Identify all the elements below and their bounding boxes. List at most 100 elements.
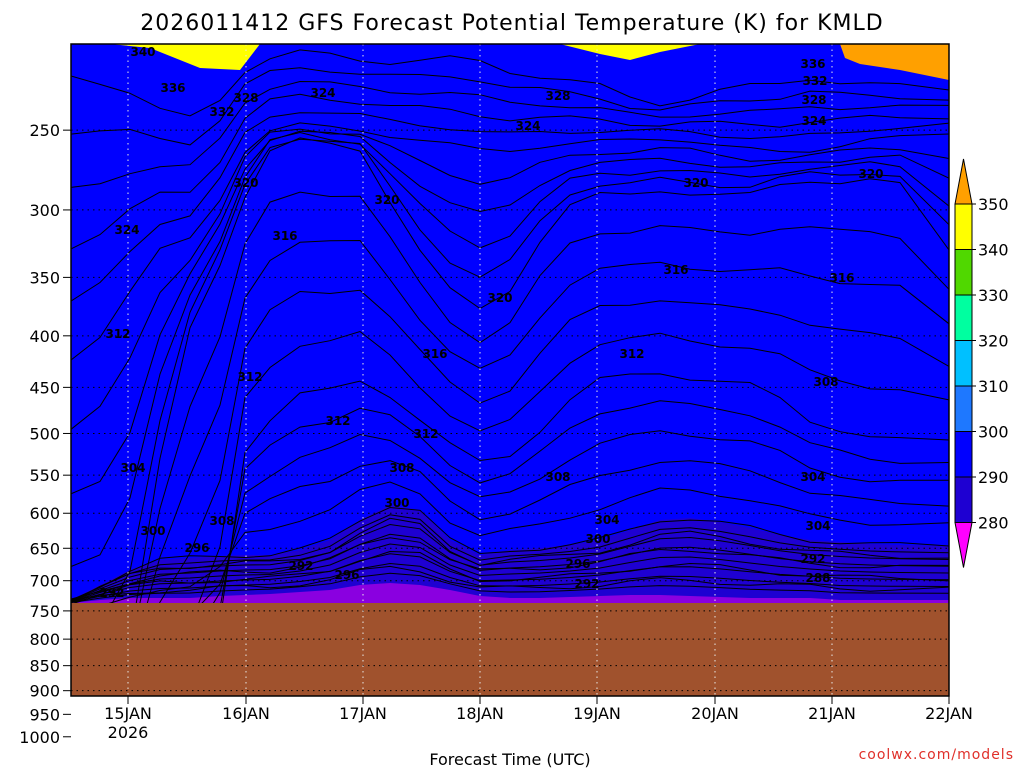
warm-band — [840, 44, 949, 80]
contour-line — [71, 112, 949, 302]
contour-label: 308 — [209, 514, 234, 528]
contour-label: 320 — [683, 176, 708, 190]
x-tick-label: 21JAN — [808, 704, 856, 723]
contour-label: 336 — [160, 81, 185, 95]
colorbar-segment — [954, 476, 973, 523]
contour-label: 316 — [663, 263, 688, 277]
y-tick-label: 950 — [29, 705, 60, 724]
y-tick-label: 500 — [29, 424, 60, 443]
x-tick-label: 20JAN — [691, 704, 739, 723]
contour-line — [71, 122, 949, 361]
contour-line — [71, 80, 949, 188]
y-tick-label: 750 — [29, 602, 60, 621]
contour-line — [71, 523, 949, 602]
contour-line — [71, 517, 949, 603]
contour-label: 300 — [585, 532, 610, 546]
colorbar-segment — [954, 203, 973, 250]
contour-label: 292 — [574, 577, 599, 591]
colorbar-segment — [954, 249, 973, 296]
contour-line — [71, 460, 949, 643]
contour-lines — [71, 49, 949, 696]
x-tick-label: 18JAN — [456, 704, 504, 723]
contour-line — [71, 128, 949, 430]
x-tick-label: 15JAN — [104, 704, 152, 723]
contour-line — [71, 506, 949, 601]
contour-label: 324 — [515, 119, 540, 133]
x-tick-label: 17JAN — [339, 704, 387, 723]
y-tick-label: 350 — [29, 268, 60, 287]
contour-label: 312 — [619, 347, 644, 361]
contour-line — [100, 191, 949, 696]
contour-line — [71, 131, 949, 567]
colorbar-label: 280 — [978, 514, 1009, 533]
contour-label: 308 — [813, 375, 838, 389]
terrain-fill — [71, 603, 949, 696]
contour-label: 332 — [802, 74, 827, 88]
contour-line — [105, 330, 949, 696]
contour-label: 336 — [800, 57, 825, 71]
contour-line — [71, 514, 949, 601]
y-tick-label: 1000 — [19, 728, 60, 747]
colorbar-segment — [954, 385, 973, 432]
y-tick-label: 800 — [29, 630, 60, 649]
contour-label: 292 — [288, 559, 313, 573]
chart-title: 2026011412 GFS Forecast Potential Temper… — [140, 11, 883, 36]
y-tick-label: 300 — [29, 201, 60, 220]
contour-line — [71, 430, 949, 659]
contour-label: 308 — [545, 470, 570, 484]
contour-label: 300 — [384, 496, 409, 510]
contour-line — [71, 562, 949, 603]
colorbar-bottom-arrow — [954, 522, 973, 568]
x-tick-label: 16JAN — [222, 704, 270, 723]
grid-lines — [71, 44, 949, 696]
contour-label: 288 — [805, 571, 830, 585]
y-tick-label: 650 — [29, 539, 60, 558]
contour-label: 316 — [829, 271, 854, 285]
contour-label: 328 — [801, 93, 826, 107]
contour-label: 320 — [858, 167, 883, 181]
colorbar-segment — [954, 294, 973, 341]
contour-label: 312 — [325, 414, 350, 428]
contour-line — [71, 130, 949, 495]
contour-line — [71, 138, 949, 631]
contour-label: 320 — [233, 176, 258, 190]
contour-label: 296 — [334, 568, 359, 582]
contour-label: 296 — [184, 541, 209, 555]
y-tick-label: 550 — [29, 466, 60, 485]
y-tick-label: 250 — [29, 121, 60, 140]
contour-line — [102, 137, 949, 696]
colorbar-label: 340 — [978, 241, 1009, 260]
contour-line — [71, 543, 949, 602]
colorbar-top-arrow — [954, 158, 973, 205]
contour-label: 312 — [413, 427, 438, 441]
credit-text: coolwx.com/models — [859, 747, 1014, 763]
contour-line — [71, 49, 949, 117]
contour-label: 316 — [422, 347, 447, 361]
contour-label: 324 — [310, 86, 335, 100]
colorbar-label: 350 — [978, 195, 1009, 214]
contour-label: 308 — [389, 461, 414, 475]
contour-line — [103, 239, 949, 696]
contour-label: 296 — [565, 557, 590, 571]
x-tick-label: 22JAN — [925, 704, 973, 723]
contour-label: 328 — [233, 91, 258, 105]
x-axis: 15JAN 16JAN 17JAN 18JAN 19JAN 20JAN 21JAN 22JAN — [104, 696, 973, 723]
warm-band — [71, 44, 260, 70]
contour-line — [71, 93, 949, 250]
contour-label: 292 — [800, 552, 825, 566]
contour-label: 316 — [272, 229, 297, 243]
contour-label: 300 — [140, 524, 165, 538]
contour-label: 320 — [374, 193, 399, 207]
contour-label: 324 — [114, 223, 139, 237]
y-axis: 250 300 350 400 450 500 550 600 650 700 750 800 850 9… — [19, 121, 71, 747]
x-year-label: 2026 — [108, 723, 149, 742]
contour-line — [71, 572, 949, 604]
warm-band — [560, 44, 700, 60]
colorbar-label: 290 — [978, 468, 1009, 487]
plot-frame — [70, 43, 950, 697]
contour-label: 312 — [105, 327, 130, 341]
y-tick-label: 700 — [29, 572, 60, 591]
contour-label: 328 — [545, 89, 570, 103]
